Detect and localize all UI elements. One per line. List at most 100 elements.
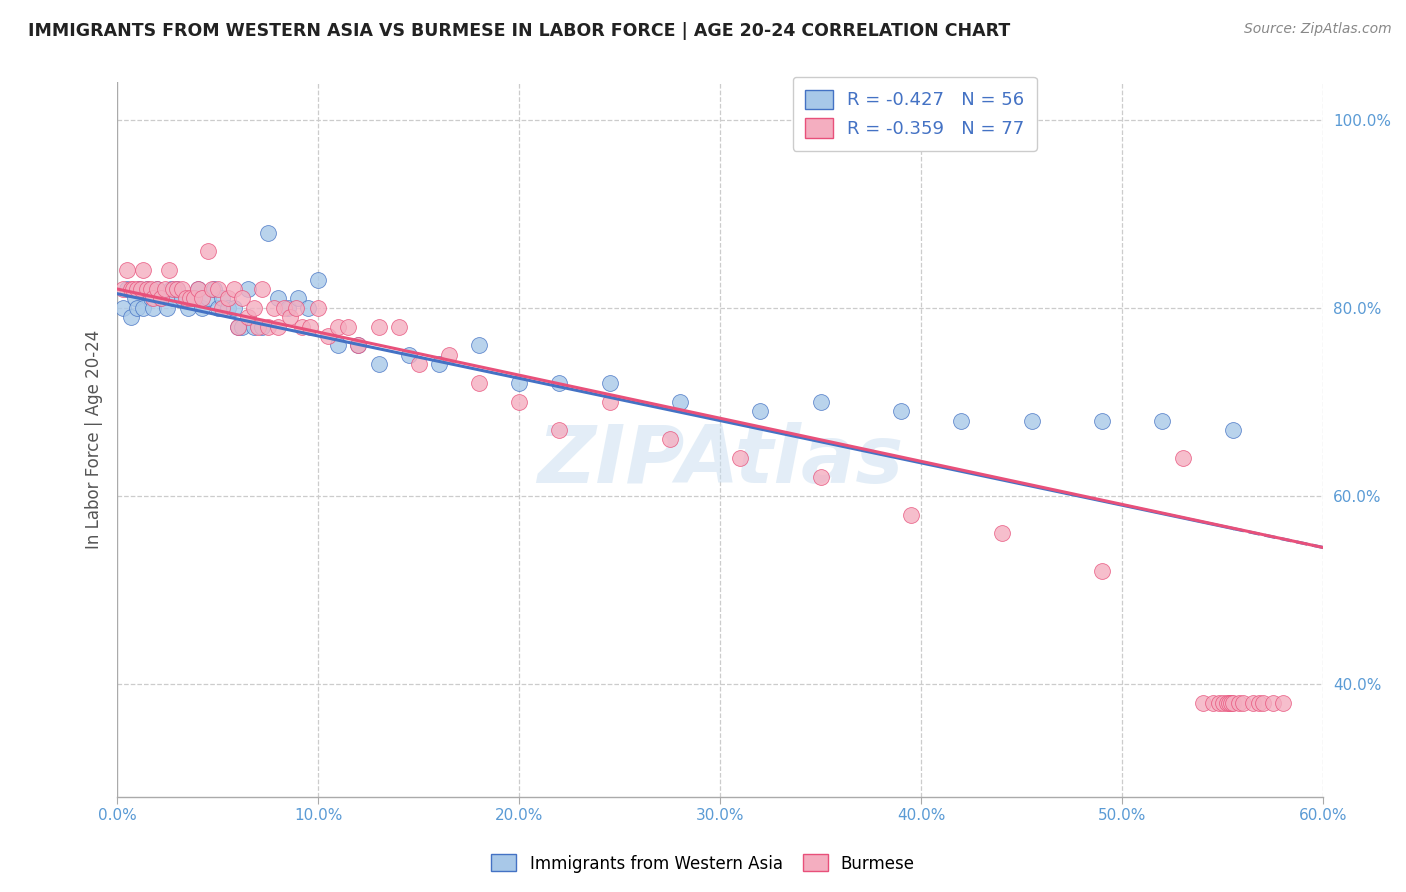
Point [132,263,155,277]
Point [1021,414,1043,428]
Point [222,301,245,315]
Point [548,376,571,390]
Point [197,292,219,306]
Point [367,319,389,334]
Point [307,301,329,315]
Point [142,292,165,306]
Point [170,292,193,306]
Point [900,508,922,522]
Point [810,394,832,409]
Point [257,226,280,240]
Point [1247,696,1270,710]
Point [211,292,233,306]
Point [1171,451,1194,466]
Point [810,470,832,484]
Point [201,282,224,296]
Point [115,263,138,277]
Point [120,310,142,325]
Legend: Immigrants from Western Asia, Burmese: Immigrants from Western Asia, Burmese [485,847,921,880]
Point [285,301,308,315]
Y-axis label: In Labor Force | Age 20-24: In Labor Force | Age 20-24 [86,330,103,549]
Point [250,282,273,296]
Legend: R = -0.427   N = 56, R = -0.359   N = 77: R = -0.427 N = 56, R = -0.359 N = 77 [793,77,1036,151]
Point [202,282,225,296]
Point [236,310,259,325]
Point [146,282,169,296]
Point [226,319,249,334]
Point [1219,696,1241,710]
Point [1218,696,1240,710]
Point [128,282,150,296]
Point [548,423,571,437]
Point [508,394,530,409]
Point [231,292,253,306]
Point [1241,696,1264,710]
Point [170,282,193,296]
Point [146,282,169,296]
Point [730,451,752,466]
Point [1272,696,1295,710]
Point [226,319,249,334]
Point [141,292,163,306]
Point [263,301,285,315]
Point [659,433,682,447]
Point [508,376,530,390]
Point [328,338,350,352]
Point [187,282,209,296]
Point [347,338,370,352]
Point [131,282,153,296]
Point [187,282,209,296]
Point [127,301,149,315]
Point [599,394,621,409]
Point [278,310,301,325]
Point [669,394,692,409]
Point [211,301,233,315]
Point [950,414,973,428]
Point [136,282,159,296]
Point [408,357,430,371]
Point [1091,564,1114,578]
Point [291,319,314,334]
Point [246,319,269,334]
Point [142,301,165,315]
Point [299,319,322,334]
Point [1191,696,1213,710]
Point [156,301,179,315]
Point [1212,696,1234,710]
Point [127,282,149,296]
Point [1251,696,1274,710]
Point [155,282,177,296]
Point [427,357,450,371]
Point [222,282,245,296]
Point [166,282,188,296]
Text: ZIPAtlas: ZIPAtlas [537,422,904,500]
Point [207,301,229,315]
Point [112,282,135,296]
Point [115,282,138,296]
Point [347,338,370,352]
Point [122,282,145,296]
Point [273,301,295,315]
Point [183,292,205,306]
Point [277,301,299,315]
Point [176,301,198,315]
Point [166,282,188,296]
Point [160,282,183,296]
Point [120,282,142,296]
Point [236,282,259,296]
Point [124,292,146,306]
Point [190,301,212,315]
Point [112,301,135,315]
Point [1152,414,1174,428]
Point [267,319,290,334]
Point [179,292,201,306]
Point [1222,696,1244,710]
Point [231,319,253,334]
Point [328,319,350,334]
Point [287,292,309,306]
Point [136,282,159,296]
Point [250,319,273,334]
Point [162,282,184,296]
Point [749,404,772,418]
Point [174,292,197,306]
